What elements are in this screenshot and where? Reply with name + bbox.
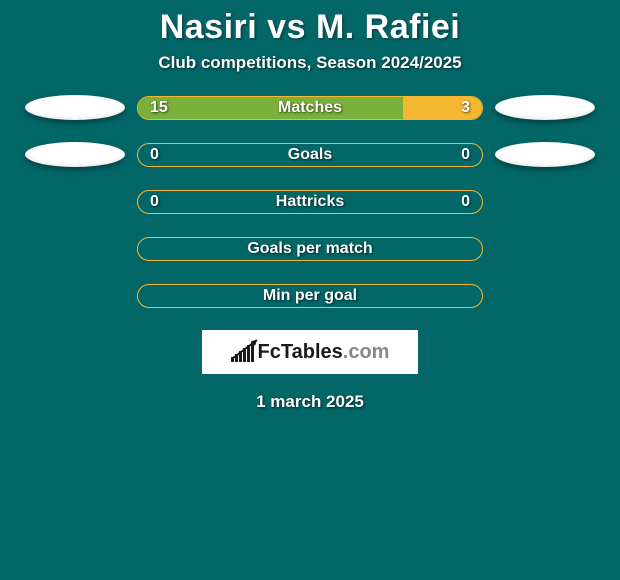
stat-row: Min per goal <box>0 283 620 308</box>
stat-row: 15 Matches 3 <box>0 95 620 120</box>
page-subtitle: Club competitions, Season 2024/2025 <box>0 53 620 95</box>
stat-label: Goals <box>288 146 332 164</box>
right-value: 3 <box>461 99 470 117</box>
arrow-icon <box>231 338 261 362</box>
avatar-spacer <box>25 189 125 214</box>
avatar-left <box>25 142 125 167</box>
stat-bar: Min per goal <box>137 284 483 308</box>
avatar-spacer <box>495 283 595 308</box>
logo-suffix: .com <box>343 341 390 363</box>
avatar-right <box>495 142 595 167</box>
avatar-spacer <box>25 236 125 261</box>
date-label: 1 march 2025 <box>0 392 620 412</box>
stat-row: Goals per match <box>0 236 620 261</box>
stat-bar: 0 Hattricks 0 <box>137 190 483 214</box>
barchart-icon <box>231 342 254 362</box>
right-value: 0 <box>461 193 470 211</box>
stat-label: Min per goal <box>263 287 357 305</box>
left-value: 0 <box>150 146 159 164</box>
right-value: 0 <box>461 146 470 164</box>
left-value: 15 <box>150 99 168 117</box>
stat-label: Matches <box>278 99 342 117</box>
stat-bar: Goals per match <box>137 237 483 261</box>
avatar-left <box>25 95 125 120</box>
stat-bar: 15 Matches 3 <box>137 96 483 120</box>
stat-row: 0 Hattricks 0 <box>0 189 620 214</box>
infographic-container: Nasiri vs M. Rafiei Club competitions, S… <box>0 0 620 580</box>
stat-row: 0 Goals 0 <box>0 142 620 167</box>
left-value: 0 <box>150 193 159 211</box>
stat-label: Hattricks <box>276 193 344 211</box>
page-title: Nasiri vs M. Rafiei <box>0 0 620 53</box>
avatar-spacer <box>495 236 595 261</box>
logo-main: FcTables <box>258 341 343 363</box>
logo-box: FcTables.com <box>202 330 418 374</box>
stat-bar: 0 Goals 0 <box>137 143 483 167</box>
stat-label: Goals per match <box>247 240 372 258</box>
bar-fill-right <box>403 97 482 119</box>
bar-fill-left <box>138 97 403 119</box>
avatar-right <box>495 95 595 120</box>
avatar-spacer <box>25 283 125 308</box>
logo-text: FcTables.com <box>258 341 390 364</box>
avatar-spacer <box>495 189 595 214</box>
stats-rows: 15 Matches 3 0 Goals 0 0 Hattricks 0 Goals per ma… <box>0 95 620 308</box>
